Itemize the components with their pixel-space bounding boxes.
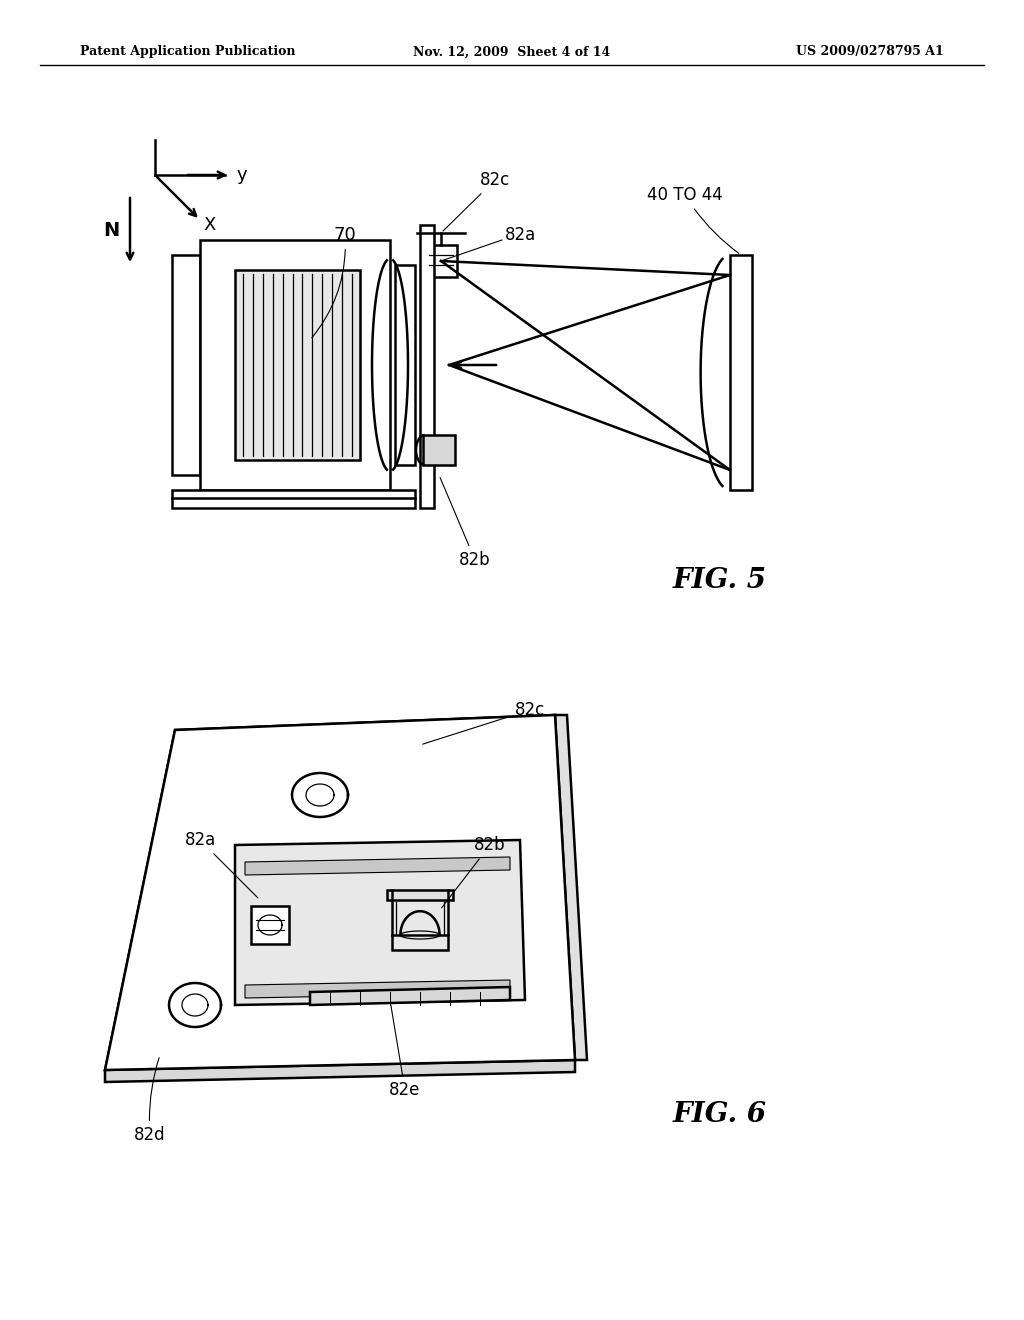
Text: FIG. 5: FIG. 5 <box>673 566 767 594</box>
Text: 40 TO 44: 40 TO 44 <box>647 186 738 253</box>
Text: y: y <box>237 166 248 183</box>
Text: N: N <box>103 220 119 239</box>
Polygon shape <box>234 271 360 459</box>
Text: FIG. 6: FIG. 6 <box>673 1101 767 1129</box>
Text: 82e: 82e <box>389 1003 421 1100</box>
Polygon shape <box>425 246 457 277</box>
Polygon shape <box>387 890 453 900</box>
Text: 82c: 82c <box>423 701 545 744</box>
Polygon shape <box>245 979 510 998</box>
Polygon shape <box>200 240 390 490</box>
Text: Nov. 12, 2009  Sheet 4 of 14: Nov. 12, 2009 Sheet 4 of 14 <box>414 45 610 58</box>
Polygon shape <box>251 906 289 944</box>
Text: 82d: 82d <box>134 1057 166 1144</box>
Polygon shape <box>392 935 449 950</box>
Polygon shape <box>423 436 455 465</box>
Polygon shape <box>105 1060 575 1082</box>
Polygon shape <box>245 857 510 875</box>
Text: 82a: 82a <box>184 832 258 898</box>
Polygon shape <box>172 490 415 508</box>
Polygon shape <box>172 255 200 475</box>
Text: X: X <box>203 216 215 234</box>
Text: 82b: 82b <box>441 836 506 908</box>
Text: Patent Application Publication: Patent Application Publication <box>80 45 296 58</box>
Polygon shape <box>420 224 434 508</box>
Text: 70: 70 <box>311 226 356 338</box>
Polygon shape <box>730 255 752 490</box>
Text: 82a: 82a <box>505 226 537 244</box>
Polygon shape <box>395 265 415 465</box>
Polygon shape <box>105 715 575 1071</box>
Text: 82b: 82b <box>440 478 490 569</box>
Polygon shape <box>234 840 525 1005</box>
Text: 82c: 82c <box>443 172 510 231</box>
Polygon shape <box>555 715 587 1060</box>
Text: US 2009/0278795 A1: US 2009/0278795 A1 <box>797 45 944 58</box>
Polygon shape <box>105 715 575 1071</box>
Polygon shape <box>310 987 510 1005</box>
